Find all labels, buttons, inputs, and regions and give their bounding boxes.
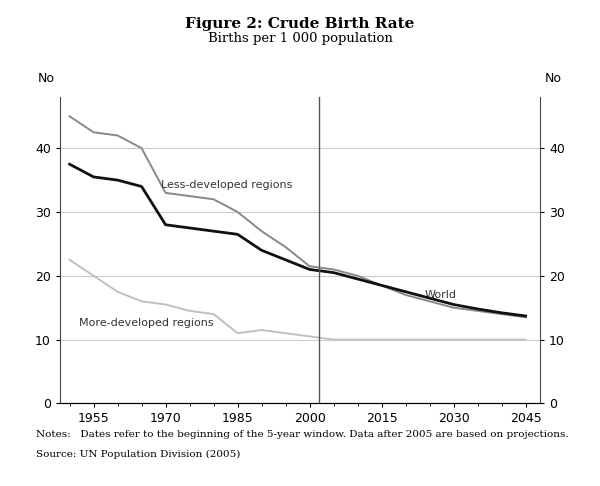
Text: Births per 1 000 population: Births per 1 000 population: [208, 32, 392, 45]
Text: World: World: [425, 290, 457, 300]
Text: Source: UN Population Division (2005): Source: UN Population Division (2005): [36, 450, 241, 459]
Text: More-developed regions: More-developed regions: [79, 317, 214, 328]
Text: Less-developed regions: Less-developed regions: [161, 180, 292, 190]
Text: Figure 2: Crude Birth Rate: Figure 2: Crude Birth Rate: [185, 17, 415, 31]
Text: No: No: [38, 72, 55, 85]
Text: No: No: [545, 72, 562, 85]
Text: Notes:   Dates refer to the beginning of the 5-year window. Data after 2005 are : Notes: Dates refer to the beginning of t…: [36, 430, 569, 439]
